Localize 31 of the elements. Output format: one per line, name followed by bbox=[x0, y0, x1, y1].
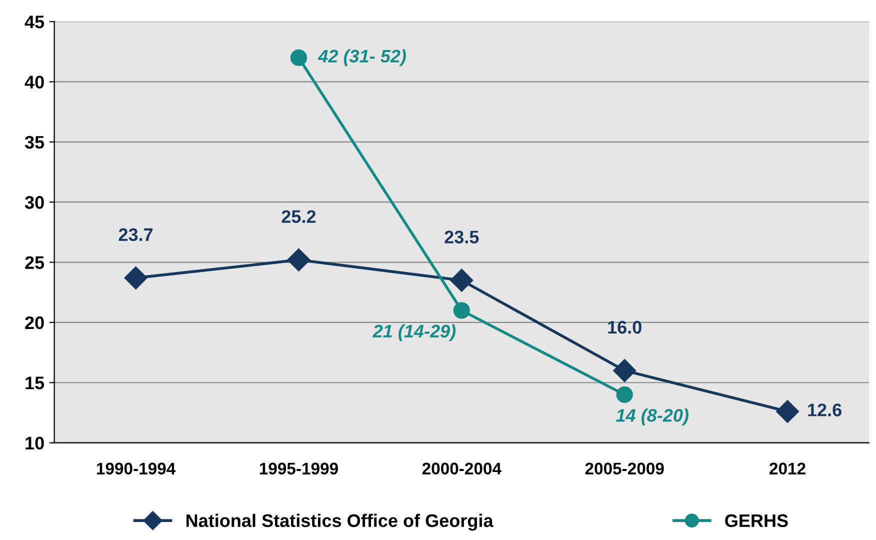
data-label: 23.5 bbox=[444, 230, 479, 244]
x-tick-label: 2005-2009 bbox=[585, 462, 664, 474]
y-tick-label: 10 bbox=[26, 436, 44, 450]
data-label: 14 (8-20) bbox=[616, 408, 688, 426]
point bbox=[616, 386, 633, 403]
point bbox=[453, 302, 470, 319]
point bbox=[290, 49, 308, 66]
x-tick-label: 1995-1999 bbox=[260, 462, 338, 474]
x-tick-label: 1990-1994 bbox=[96, 462, 176, 474]
y-tick-label: 15 bbox=[26, 376, 44, 390]
data-label: 23.7 bbox=[118, 228, 153, 242]
x-tick-label: 2000-2004 bbox=[422, 462, 502, 474]
data-label: 12.6 bbox=[808, 404, 842, 416]
data-label: 21 (14-29) bbox=[372, 324, 456, 342]
point bbox=[287, 248, 310, 272]
legend-label: National Statistics Office of Georgia bbox=[186, 514, 494, 531]
y-tick-label: 45 bbox=[24, 16, 44, 28]
y-tick-label: 30 bbox=[24, 196, 44, 209]
data-label: 16.0 bbox=[608, 320, 642, 334]
x-tick-label: 2012 bbox=[770, 462, 806, 474]
point bbox=[124, 266, 148, 290]
data-label: 25.2 bbox=[282, 210, 316, 223]
point bbox=[613, 359, 636, 382]
y-tick-label: 25 bbox=[25, 256, 44, 270]
y-tick-label: 40 bbox=[24, 76, 44, 88]
y-tick-label: 35 bbox=[24, 136, 44, 149]
data-label: 42 (31- 52) bbox=[318, 49, 406, 66]
y-tick-label: 20 bbox=[25, 316, 44, 330]
point bbox=[450, 268, 474, 292]
point bbox=[776, 400, 800, 424]
legend-label: GERHS bbox=[725, 514, 788, 528]
